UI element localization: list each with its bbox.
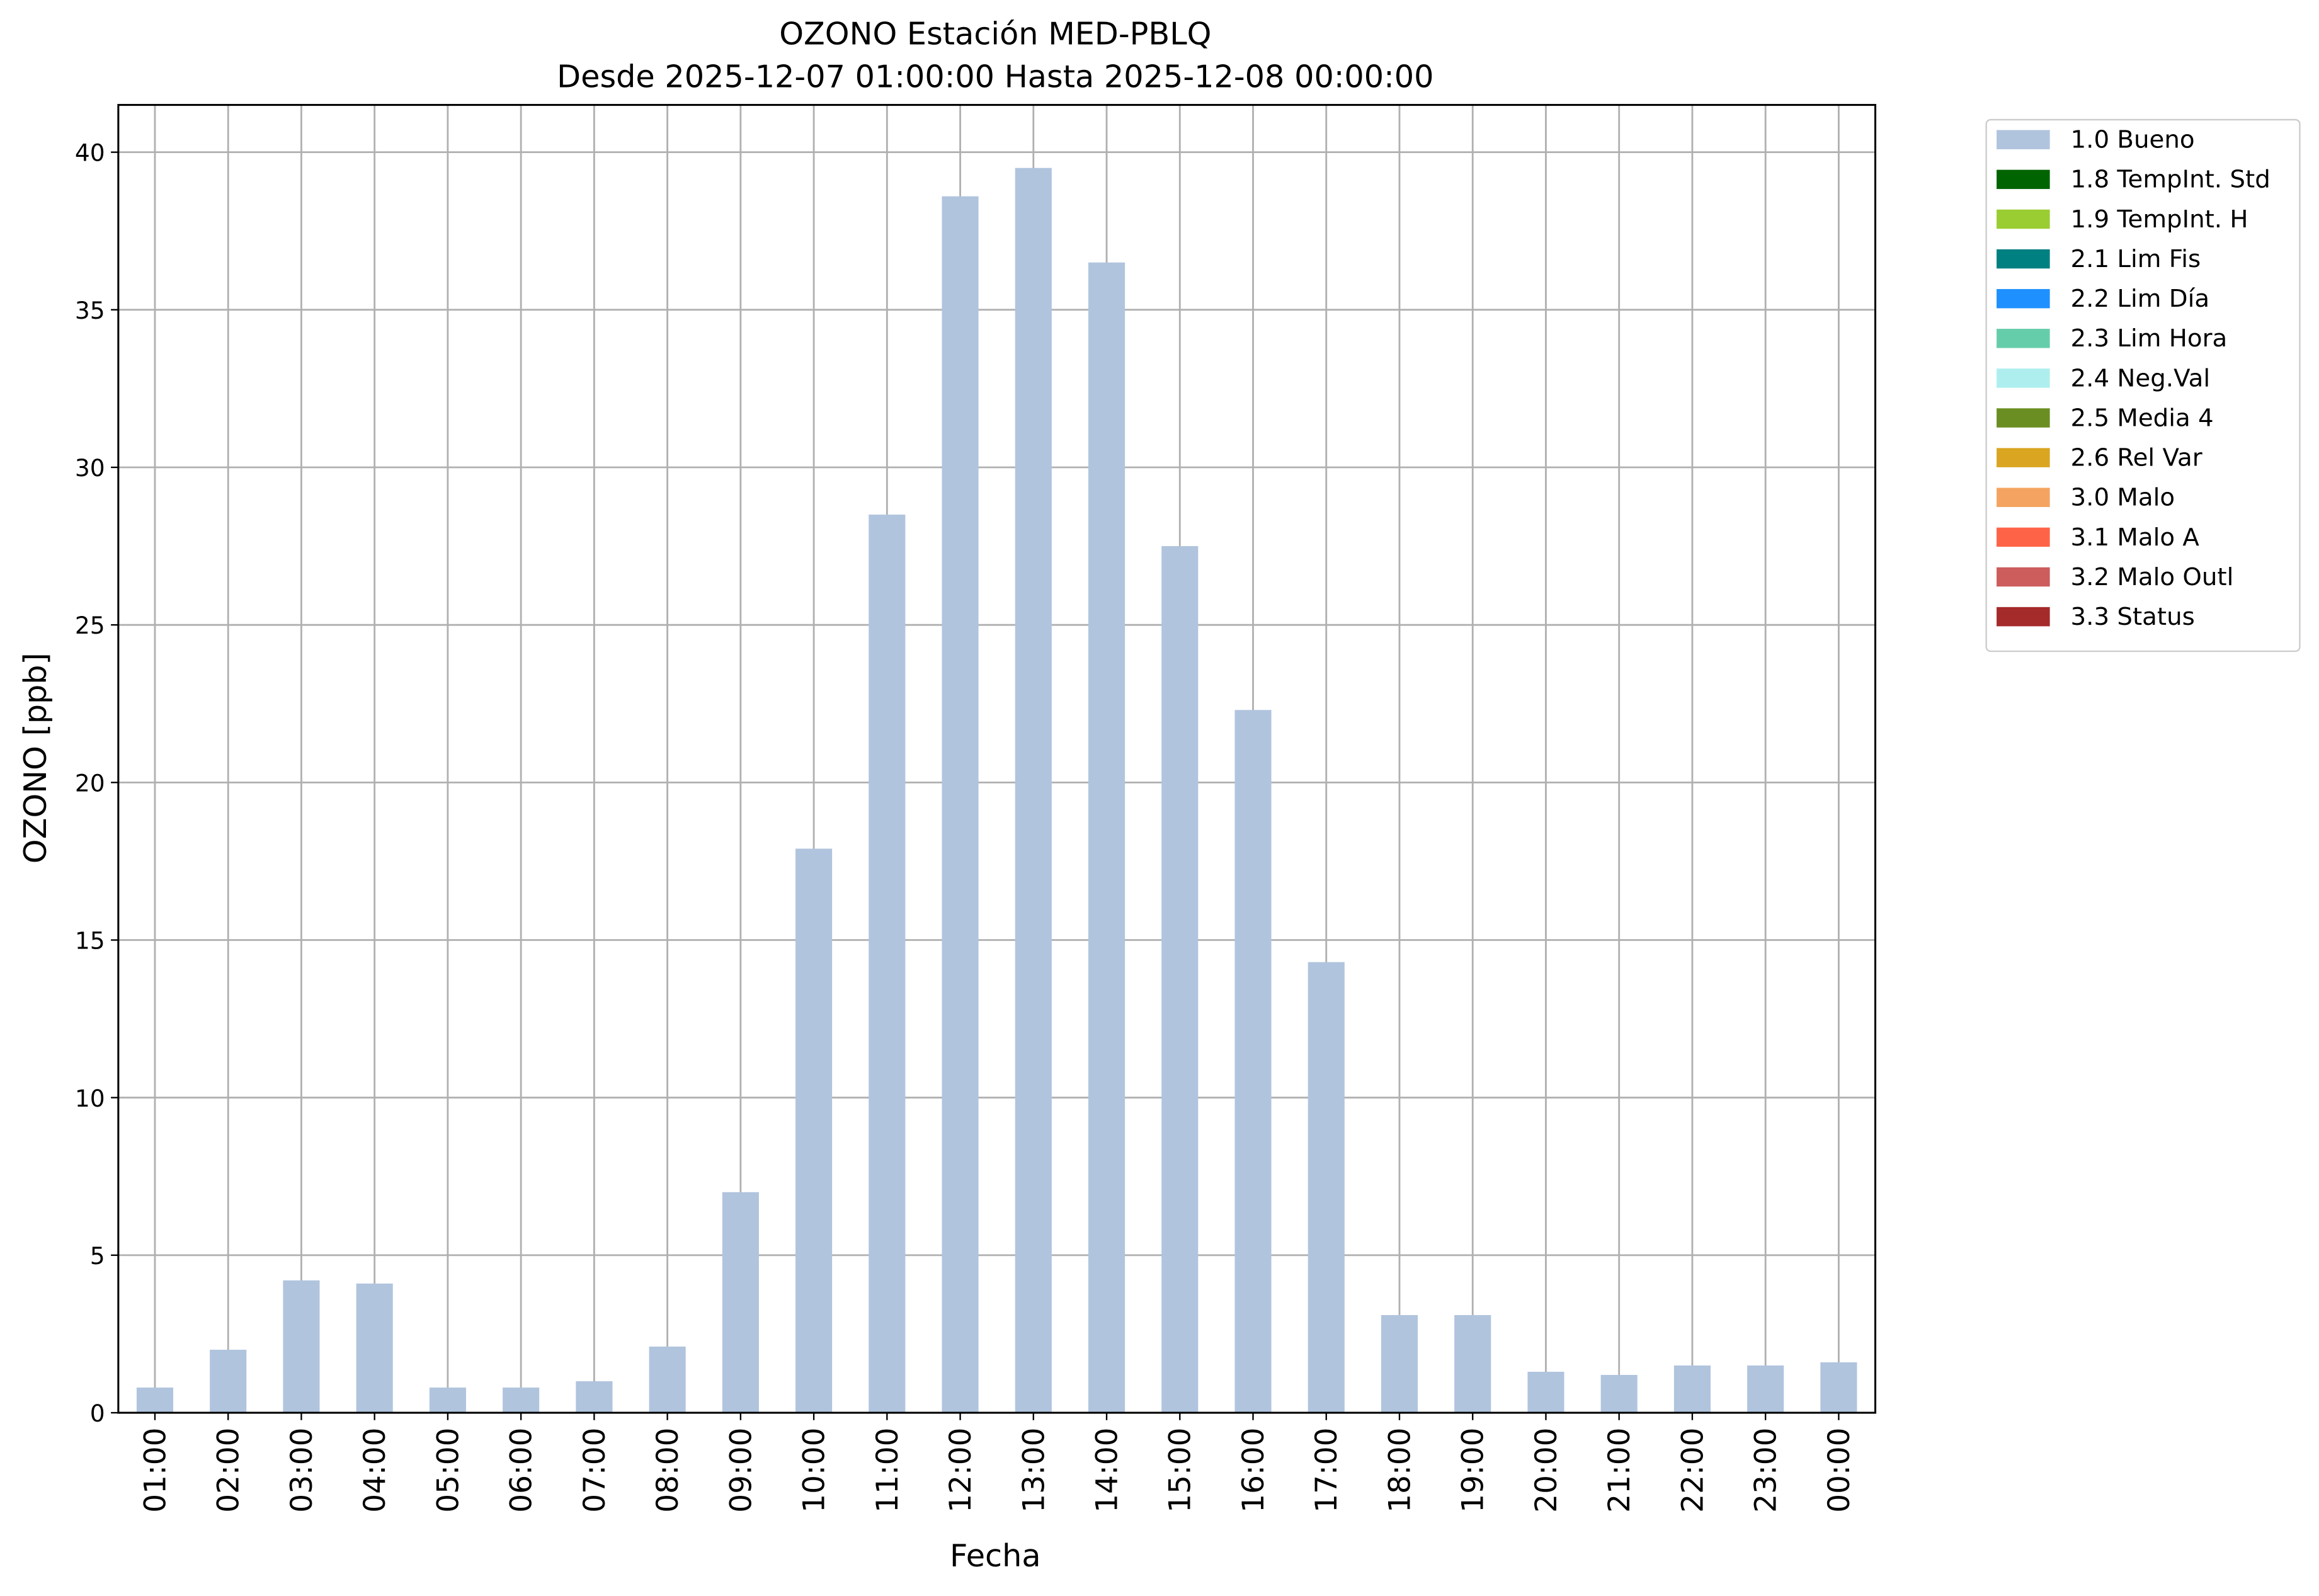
x-tick-label: 18:00 <box>1382 1428 1417 1513</box>
chart-subtitle: Desde 2025-12-07 01:00:00 Hasta 2025-12-… <box>557 58 1433 94</box>
bar <box>649 1346 686 1413</box>
legend-swatch <box>1997 408 2050 428</box>
legend-swatch <box>1997 487 2050 508</box>
legend-swatch <box>1997 130 2050 149</box>
legend-label: 2.4 Neg.Val <box>2071 364 2211 392</box>
x-tick-label: 11:00 <box>870 1428 905 1513</box>
legend-swatch <box>1997 249 2050 269</box>
x-tick-label: 04:00 <box>358 1428 392 1513</box>
bar <box>1015 168 1052 1413</box>
y-tick-label: 40 <box>75 139 105 167</box>
legend-swatch <box>1997 607 2050 627</box>
bar <box>576 1381 613 1413</box>
legend-label: 1.8 TempInt. Std <box>2071 166 2271 194</box>
legend-swatch <box>1997 527 2050 547</box>
x-tick-label: 23:00 <box>1749 1428 1784 1513</box>
y-tick-label: 25 <box>75 612 105 639</box>
bar <box>1527 1372 1564 1413</box>
legend-label: 2.3 Lim Hora <box>2071 324 2228 353</box>
x-tick-label: 02:00 <box>212 1428 246 1513</box>
x-tick-label: 13:00 <box>1017 1428 1051 1513</box>
x-tick-label: 14:00 <box>1090 1428 1124 1513</box>
legend-swatch <box>1997 209 2050 229</box>
y-tick-label: 35 <box>75 297 105 324</box>
x-tick-label: 15:00 <box>1163 1428 1198 1513</box>
x-tick-label: 22:00 <box>1675 1428 1710 1513</box>
bar <box>503 1388 540 1413</box>
bar <box>795 848 833 1413</box>
legend-swatch <box>1997 288 2050 309</box>
legend-label: 1.0 Bueno <box>2071 126 2195 154</box>
legend-label: 2.1 Lim Fis <box>2071 245 2201 273</box>
x-tick-label: 09:00 <box>724 1428 758 1513</box>
legend-swatch <box>1997 368 2050 388</box>
legend-label: 3.3 Status <box>2071 603 2195 631</box>
legend-swatch <box>1997 329 2050 348</box>
bar <box>1161 546 1199 1413</box>
legend-label: 3.0 Malo <box>2071 484 2175 512</box>
x-tick-label: 12:00 <box>943 1428 978 1513</box>
y-tick-label: 5 <box>90 1242 105 1270</box>
legend-label: 2.6 Rel Var <box>2071 444 2202 472</box>
x-tick-label: 19:00 <box>1456 1428 1491 1513</box>
bar <box>1088 262 1125 1413</box>
bar <box>1308 962 1345 1413</box>
bar <box>283 1280 320 1413</box>
x-tick-label: 07:00 <box>578 1428 612 1513</box>
legend-label: 1.9 TempInt. H <box>2071 205 2248 234</box>
x-tick-label: 16:00 <box>1236 1428 1271 1513</box>
x-tick-label: 03:00 <box>285 1428 319 1513</box>
y-tick-label: 10 <box>75 1085 105 1112</box>
x-tick-label: 10:00 <box>797 1428 832 1513</box>
x-axis-label: Fecha <box>950 1537 1041 1574</box>
bar <box>1820 1362 1857 1413</box>
bar <box>869 515 906 1413</box>
bar <box>429 1388 466 1413</box>
x-tick-label: 20:00 <box>1529 1428 1564 1513</box>
bar <box>942 196 979 1413</box>
legend-label: 3.1 Malo A <box>2071 523 2200 552</box>
plot-frame <box>117 104 1877 1414</box>
y-tick-label: 20 <box>75 769 105 797</box>
bar <box>1747 1365 1784 1413</box>
bar <box>1454 1314 1491 1413</box>
bar <box>356 1283 393 1413</box>
bar <box>1381 1314 1418 1413</box>
legend: 1.0 Bueno 1.8 TempInt. Std 1.9 TempInt. H 2… <box>1985 118 2301 653</box>
x-tick-label: 21:00 <box>1602 1428 1637 1513</box>
bar <box>1673 1365 1711 1413</box>
legend-label: 2.5 Media 4 <box>2071 404 2214 432</box>
legend-box <box>1985 118 2301 653</box>
bar <box>1234 710 1272 1413</box>
bar <box>136 1388 174 1413</box>
x-tick-label: 05:00 <box>431 1428 465 1513</box>
x-tick-label: 06:00 <box>504 1428 539 1513</box>
plot-area: 0 5 10 15 20 25 30 35 40 01:00 02:00 03:00 04:00 05:0… <box>75 104 1877 1513</box>
x-tick-label: 00:00 <box>1822 1428 1857 1513</box>
y-tick-label: 30 <box>75 454 105 482</box>
x-tick-label: 01:00 <box>138 1428 173 1513</box>
y-tick-label: 15 <box>75 927 105 955</box>
x-tick-label: 08:00 <box>651 1428 685 1513</box>
y-tick-label: 0 <box>90 1399 105 1427</box>
legend-swatch <box>1997 567 2050 587</box>
y-axis-label: OZONO [ppb] <box>17 653 54 864</box>
legend-label: 3.2 Malo Outl <box>2071 563 2234 591</box>
legend-swatch <box>1997 448 2050 467</box>
bar <box>722 1192 759 1413</box>
legend-swatch <box>1997 169 2050 190</box>
legend-label: 2.2 Lim Día <box>2071 285 2210 313</box>
chart-title: OZONO Estación MED-PBLQ <box>779 15 1211 52</box>
bar <box>1600 1375 1638 1413</box>
x-tick-label: 17:00 <box>1309 1428 1344 1513</box>
bar <box>210 1349 247 1413</box>
